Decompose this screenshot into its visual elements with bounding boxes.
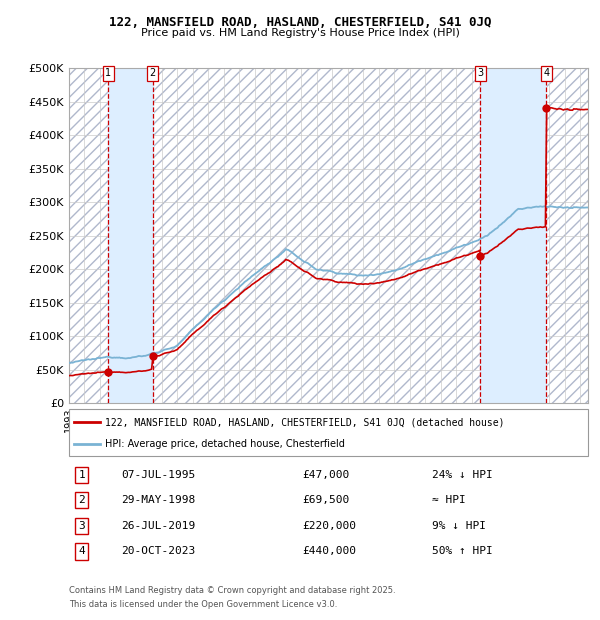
Text: 4: 4 (79, 546, 85, 556)
Bar (69, 68, 108, 403)
Text: 2: 2 (149, 68, 156, 78)
Text: Contains HM Land Registry data © Crown copyright and database right 2025.: Contains HM Land Registry data © Crown c… (69, 586, 395, 595)
Text: HPI: Average price, detached house, Chesterfield: HPI: Average price, detached house, Ches… (106, 439, 345, 449)
Text: 122, MANSFIELD ROAD, HASLAND, CHESTERFIELD, S41 0JQ (detached house): 122, MANSFIELD ROAD, HASLAND, CHESTERFIE… (106, 417, 505, 427)
Text: 3: 3 (478, 68, 484, 78)
Text: 26-JUL-2019: 26-JUL-2019 (121, 521, 195, 531)
Text: £69,500: £69,500 (302, 495, 350, 505)
Text: 2: 2 (79, 495, 85, 505)
Bar (108, 68, 153, 403)
Bar (153, 68, 481, 403)
Bar (546, 68, 588, 403)
Text: 50% ↑ HPI: 50% ↑ HPI (432, 546, 493, 556)
Text: This data is licensed under the Open Government Licence v3.0.: This data is licensed under the Open Gov… (69, 600, 337, 609)
Text: Price paid vs. HM Land Registry's House Price Index (HPI): Price paid vs. HM Land Registry's House … (140, 28, 460, 38)
Text: 07-JUL-1995: 07-JUL-1995 (121, 470, 195, 480)
Text: £440,000: £440,000 (302, 546, 356, 556)
Text: 29-MAY-1998: 29-MAY-1998 (121, 495, 195, 505)
Text: £47,000: £47,000 (302, 470, 350, 480)
Text: 24% ↓ HPI: 24% ↓ HPI (432, 470, 493, 480)
Text: 1: 1 (105, 68, 111, 78)
Text: 20-OCT-2023: 20-OCT-2023 (121, 546, 195, 556)
FancyBboxPatch shape (69, 409, 588, 456)
Text: 3: 3 (79, 521, 85, 531)
Bar (481, 68, 546, 403)
Text: £220,000: £220,000 (302, 521, 356, 531)
Text: 4: 4 (543, 68, 549, 78)
Text: ≈ HPI: ≈ HPI (432, 495, 466, 505)
Text: 9% ↓ HPI: 9% ↓ HPI (432, 521, 486, 531)
Text: 1: 1 (79, 470, 85, 480)
Text: 122, MANSFIELD ROAD, HASLAND, CHESTERFIELD, S41 0JQ: 122, MANSFIELD ROAD, HASLAND, CHESTERFIE… (109, 16, 491, 29)
